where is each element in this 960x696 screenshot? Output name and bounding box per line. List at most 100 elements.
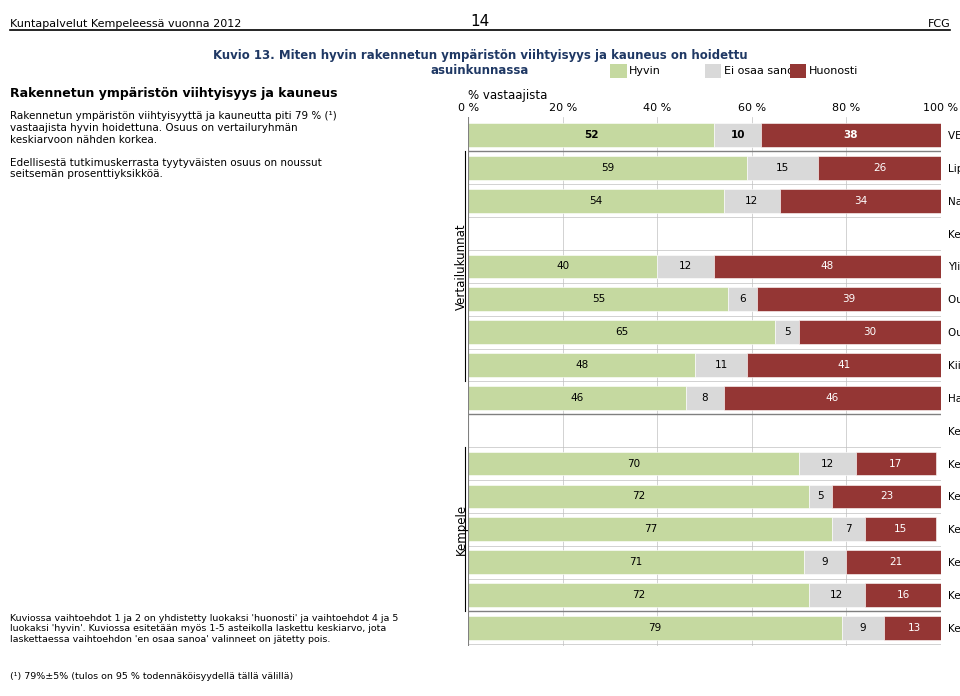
Bar bbox=[818, 156, 941, 180]
Text: 40: 40 bbox=[557, 262, 569, 271]
Text: 26: 26 bbox=[873, 163, 886, 173]
Text: 79: 79 bbox=[648, 623, 661, 633]
Bar bbox=[865, 583, 941, 607]
Bar bbox=[468, 484, 808, 508]
Text: 54: 54 bbox=[589, 196, 603, 206]
Text: 9: 9 bbox=[822, 557, 828, 567]
Bar bbox=[761, 123, 941, 147]
Bar bbox=[468, 616, 842, 640]
Text: Kuvio 13. Miten hyvin rakennetun ympäristön viihtyisyys ja kauneus on hoidettu
a: Kuvio 13. Miten hyvin rakennetun ympäris… bbox=[213, 49, 747, 77]
Text: 77: 77 bbox=[644, 524, 657, 535]
Text: 46: 46 bbox=[826, 393, 839, 403]
Text: 30: 30 bbox=[863, 327, 876, 337]
Text: 72: 72 bbox=[632, 590, 645, 600]
Bar bbox=[468, 320, 776, 344]
Bar bbox=[832, 517, 865, 541]
Bar bbox=[799, 320, 941, 344]
Bar bbox=[832, 484, 941, 508]
Text: 10: 10 bbox=[731, 130, 745, 140]
Bar bbox=[776, 320, 799, 344]
Bar bbox=[808, 484, 832, 508]
Text: 48: 48 bbox=[575, 360, 588, 370]
Text: 8: 8 bbox=[702, 393, 708, 403]
Text: Rakennetun ympäristön viihtyisyyttä ja kauneutta piti 79 % (¹)
vastaajista hyvin: Rakennetun ympäristön viihtyisyyttä ja k… bbox=[10, 111, 336, 180]
Text: Rakennetun ympäristön viihtyisyys ja kauneus: Rakennetun ympäristön viihtyisyys ja kau… bbox=[10, 87, 337, 100]
Text: 38: 38 bbox=[844, 130, 858, 140]
Text: Vertailukunnat: Vertailukunnat bbox=[455, 223, 468, 310]
Text: 17: 17 bbox=[889, 459, 902, 468]
Bar bbox=[724, 386, 941, 410]
Bar bbox=[808, 583, 865, 607]
Bar bbox=[468, 551, 804, 574]
Bar bbox=[468, 156, 747, 180]
Text: 16: 16 bbox=[897, 590, 910, 600]
Bar bbox=[468, 353, 695, 377]
Text: 41: 41 bbox=[837, 360, 851, 370]
Text: 12: 12 bbox=[679, 262, 692, 271]
Bar bbox=[747, 156, 818, 180]
Bar bbox=[468, 517, 832, 541]
Text: 48: 48 bbox=[821, 262, 834, 271]
Bar bbox=[705, 63, 721, 79]
Bar bbox=[658, 255, 714, 278]
Bar bbox=[468, 189, 724, 212]
Text: 12: 12 bbox=[745, 196, 758, 206]
Bar bbox=[799, 452, 855, 475]
Bar bbox=[847, 551, 946, 574]
Text: 59: 59 bbox=[601, 163, 614, 173]
Text: % vastaajista: % vastaajista bbox=[468, 88, 548, 102]
Bar bbox=[729, 287, 756, 311]
Text: 72: 72 bbox=[632, 491, 645, 501]
Bar bbox=[695, 353, 747, 377]
Bar bbox=[685, 386, 724, 410]
Bar bbox=[468, 123, 714, 147]
Text: 15: 15 bbox=[776, 163, 789, 173]
Text: Kempele: Kempele bbox=[455, 504, 468, 555]
Text: 55: 55 bbox=[591, 294, 605, 304]
Text: 12: 12 bbox=[821, 459, 834, 468]
Text: 15: 15 bbox=[894, 524, 907, 535]
Text: 71: 71 bbox=[630, 557, 643, 567]
Bar bbox=[714, 255, 941, 278]
Bar bbox=[780, 189, 941, 212]
Bar bbox=[855, 452, 936, 475]
Text: 34: 34 bbox=[853, 196, 867, 206]
Text: 23: 23 bbox=[880, 491, 893, 501]
Text: (¹) 79%±5% (tulos on 95 % todennäköisyydellä tällä välillä): (¹) 79%±5% (tulos on 95 % todennäköisyyd… bbox=[10, 672, 293, 681]
Bar bbox=[842, 616, 884, 640]
Bar bbox=[611, 63, 627, 79]
Bar bbox=[724, 189, 780, 212]
Bar bbox=[468, 255, 658, 278]
Text: 70: 70 bbox=[627, 459, 640, 468]
Text: FCG: FCG bbox=[927, 19, 950, 29]
Bar bbox=[865, 517, 936, 541]
Bar bbox=[756, 287, 941, 311]
Bar bbox=[714, 123, 761, 147]
Text: 65: 65 bbox=[615, 327, 629, 337]
Text: 11: 11 bbox=[714, 360, 728, 370]
Bar bbox=[790, 63, 806, 79]
Text: 7: 7 bbox=[846, 524, 852, 535]
Text: Hyvin: Hyvin bbox=[629, 66, 660, 76]
Text: 14: 14 bbox=[470, 14, 490, 29]
Bar bbox=[804, 551, 847, 574]
Text: 13: 13 bbox=[908, 623, 922, 633]
Text: 52: 52 bbox=[584, 130, 598, 140]
Text: 12: 12 bbox=[830, 590, 844, 600]
Bar bbox=[468, 452, 799, 475]
Text: Kuntapalvelut Kempeleessä vuonna 2012: Kuntapalvelut Kempeleessä vuonna 2012 bbox=[10, 19, 241, 29]
Bar bbox=[884, 616, 946, 640]
Text: Ei osaa sanoa: Ei osaa sanoa bbox=[724, 66, 801, 76]
Text: 39: 39 bbox=[842, 294, 855, 304]
Text: 9: 9 bbox=[859, 623, 866, 633]
Text: 21: 21 bbox=[889, 557, 902, 567]
Bar bbox=[468, 287, 729, 311]
Text: Kuviossa vaihtoehdot 1 ja 2 on yhdistetty luokaksi 'huonosti' ja vaihtoehdot 4 j: Kuviossa vaihtoehdot 1 ja 2 on yhdistett… bbox=[10, 614, 398, 644]
Text: 5: 5 bbox=[817, 491, 824, 501]
Bar bbox=[747, 353, 941, 377]
Bar bbox=[468, 583, 808, 607]
Text: 6: 6 bbox=[739, 294, 746, 304]
Text: Huonosti: Huonosti bbox=[808, 66, 858, 76]
Bar bbox=[468, 386, 685, 410]
Text: 46: 46 bbox=[570, 393, 584, 403]
